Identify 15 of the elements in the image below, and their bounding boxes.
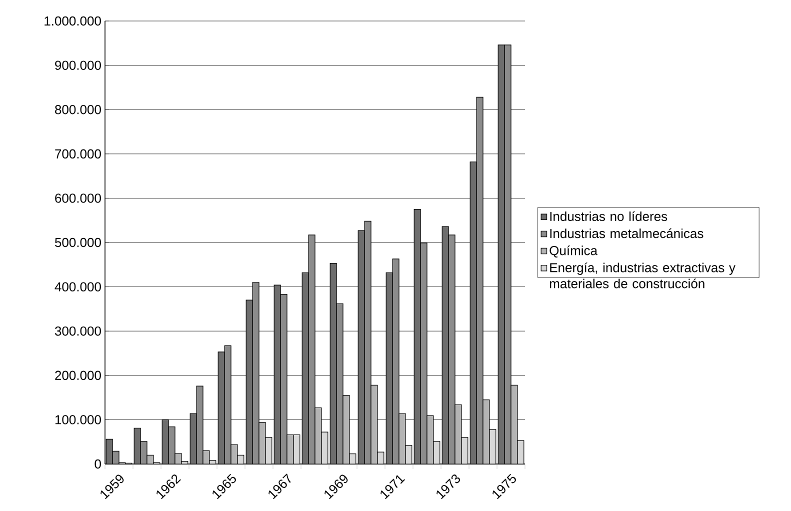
- y-tick-label: 1.000.000: [44, 16, 101, 26]
- legend-label: Energía, industrias extractivas y materiales de construcción: [550, 262, 736, 288]
- y-tick-label: 500.000: [54, 238, 101, 248]
- y-tick-label: 300.000: [54, 326, 101, 336]
- y-tick-label: 800.000: [55, 104, 101, 114]
- legend-label: Industrias no líderes: [550, 211, 668, 222]
- legend-label: Química: [550, 246, 598, 258]
- y-tick-label: 600.000: [55, 194, 101, 203]
- y-tick-label: 200.000: [55, 370, 101, 380]
- y-tick-label: 700.000: [55, 149, 101, 158]
- y-tick-label: 400.000: [54, 282, 101, 292]
- legend-label: Industrias metalmecánicas: [550, 228, 704, 238]
- y-tick-label: 100.000: [55, 415, 101, 424]
- y-tick-label: 900.000: [55, 60, 101, 70]
- y-tick-label: 0: [94, 459, 101, 469]
